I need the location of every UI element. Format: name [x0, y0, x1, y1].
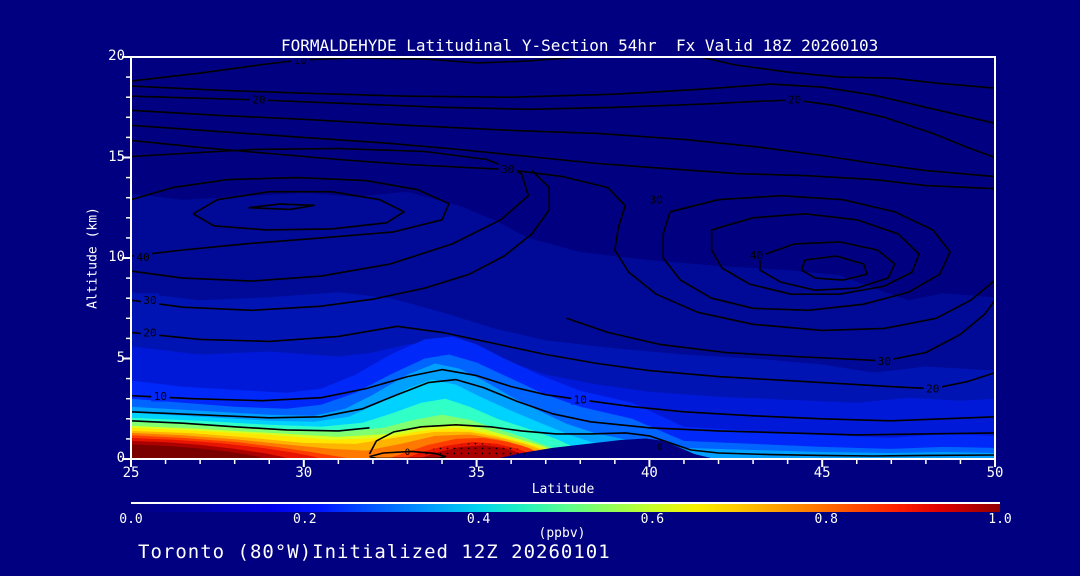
- svg-text:10: 10: [154, 390, 167, 403]
- y-tick-label: 20: [108, 48, 125, 64]
- contour-label-layer: 10 20 20 30 30 40 40 30 20 10 10 30 20 0 0: [133, 54, 942, 458]
- colorbar-tick-label: 0.0: [119, 512, 143, 527]
- x-tick-label: 35: [468, 465, 486, 481]
- svg-text:20: 20: [788, 94, 801, 107]
- svg-text:40: 40: [750, 249, 763, 262]
- svg-text:30: 30: [650, 193, 663, 206]
- colorbar-tick-label: 0.2: [293, 512, 317, 527]
- contour-line-layer: [131, 57, 995, 459]
- svg-text:30: 30: [143, 294, 156, 307]
- contour-plot: 10 20 20 30 30 40 40 30 20 10 10 30 20 0 0: [122, 54, 996, 467]
- colorbar-tick-label: 0.4: [466, 512, 491, 527]
- svg-text:30: 30: [501, 163, 514, 176]
- svg-text:10: 10: [574, 394, 587, 407]
- colorbar-tick-label: 0.6: [640, 512, 665, 527]
- svg-text:40: 40: [136, 251, 149, 264]
- x-tick-label: 30: [295, 465, 313, 481]
- y-tick-label: 5: [116, 349, 125, 366]
- colorbar-units-label: (ppbv): [538, 526, 586, 541]
- x-axis-label: Latitude: [531, 482, 595, 497]
- svg-text:0: 0: [405, 448, 410, 458]
- chart-title: FORMALDEHYDE Latitudinal Y-Section 54hr …: [281, 36, 879, 55]
- svg-text:0: 0: [657, 443, 662, 453]
- x-tick-label: 50: [986, 465, 1004, 481]
- x-tick-label: 45: [813, 465, 831, 481]
- svg-text:20: 20: [252, 94, 265, 107]
- x-tick-label: 25: [122, 465, 140, 481]
- svg-text:10: 10: [294, 54, 307, 67]
- svg-text:20: 20: [926, 383, 939, 396]
- colorbar: [131, 502, 1000, 512]
- y-tick-label: 15: [108, 148, 125, 165]
- init-info-text: Toronto (80°W)Initialized 12Z 20260101: [138, 541, 611, 563]
- y-tick-label: 0: [116, 450, 125, 466]
- svg-text:30: 30: [878, 355, 891, 368]
- y-tick-label: 10: [108, 249, 125, 265]
- x-tick-label: 40: [640, 465, 658, 481]
- plot-frame: [130, 56, 996, 460]
- svg-text:20: 20: [143, 326, 156, 339]
- colorbar-tick-label: 0.8: [814, 512, 838, 527]
- filled-contour-layers: [131, 191, 995, 459]
- colorbar-tick-label: 1.0: [988, 512, 1012, 527]
